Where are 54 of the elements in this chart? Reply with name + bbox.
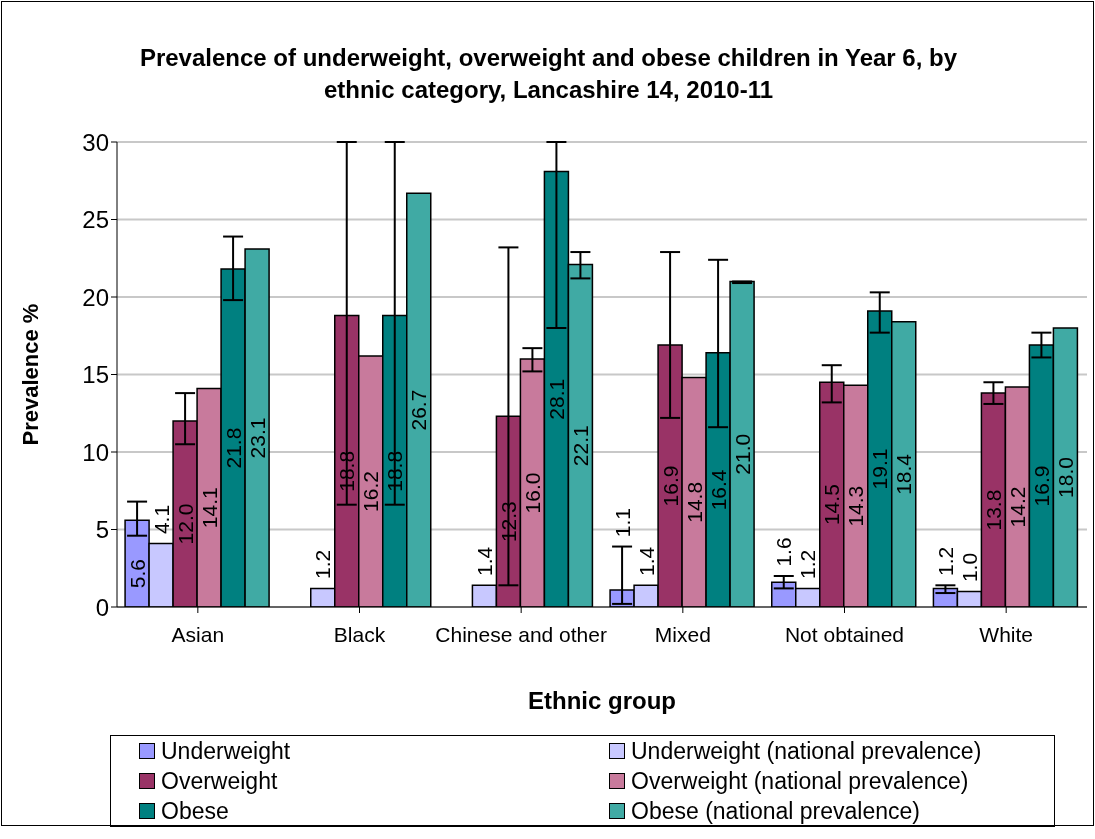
data-label: 1.1 xyxy=(610,507,634,538)
data-label: 14.1 xyxy=(197,487,221,529)
x-axis-title: Ethnic group xyxy=(528,687,676,714)
y-tick-label: 5 xyxy=(95,516,109,544)
data-label: 5.6 xyxy=(125,559,149,589)
data-label: 14.3 xyxy=(844,485,868,527)
y-tick-label: 30 xyxy=(82,128,109,156)
data-label: 1.6 xyxy=(772,537,796,567)
legend-label: Obese xyxy=(161,797,229,825)
legend-label: Underweight xyxy=(161,737,291,765)
data-label: 1.2 xyxy=(796,549,820,579)
data-label: 1.2 xyxy=(311,549,335,579)
data-label: 23.1 xyxy=(245,417,269,459)
data-label: 12.3 xyxy=(496,501,520,543)
data-label: 18.0 xyxy=(1053,457,1077,498)
data-label: 16.9 xyxy=(1029,465,1053,507)
legend-label: Underweight (national prevalence) xyxy=(631,737,982,765)
y-tick-label: 15 xyxy=(82,361,109,389)
data-label: 16.4 xyxy=(706,469,730,511)
data-label: 1.4 xyxy=(634,546,658,576)
data-label: 28.1 xyxy=(544,378,568,420)
data-label: 13.8 xyxy=(981,489,1005,531)
legend-label: Obese (national prevalence) xyxy=(631,797,920,825)
x-tick-label: Asian xyxy=(171,622,225,646)
data-label: 1.0 xyxy=(957,552,981,583)
data-label: 16.0 xyxy=(520,472,544,514)
x-tick-label: White xyxy=(979,622,1034,646)
data-label: 12.0 xyxy=(173,503,197,545)
data-label: 1.4 xyxy=(472,546,496,576)
data-label: 22.1 xyxy=(568,425,592,467)
y-axis-title: Prevalence % xyxy=(17,303,43,446)
data-label: 16.2 xyxy=(359,471,383,512)
x-tick-label: Mixed xyxy=(654,622,711,646)
x-tick-label: Not obtained xyxy=(784,622,905,646)
data-label: 19.1 xyxy=(868,448,892,490)
y-tick-label: 0 xyxy=(95,593,109,621)
y-tick-label: 25 xyxy=(82,206,109,234)
legend-label: Overweight xyxy=(161,767,278,795)
chart-title: Prevalence of underweight, overweight and obese children in Year 6, by ethnic category, Lancashire 14, 2010-11 xyxy=(138,43,959,105)
x-tick-label: Chinese and other xyxy=(435,622,607,646)
legend-label: Overweight (national prevalence) xyxy=(631,767,969,795)
data-label: 18.4 xyxy=(892,453,916,495)
y-tick-label: 20 xyxy=(82,283,109,311)
data-label: 1.2 xyxy=(933,546,957,576)
data-label: 14.2 xyxy=(1005,486,1029,528)
data-label: 4.1 xyxy=(149,504,173,535)
data-label: 14.8 xyxy=(682,481,706,523)
data-label: 16.9 xyxy=(658,465,682,507)
x-tick-label: Black xyxy=(333,622,386,646)
data-label: 21.0 xyxy=(730,433,754,475)
data-label: 26.7 xyxy=(407,389,431,431)
data-label: 21.8 xyxy=(221,427,245,469)
y-tick-label: 10 xyxy=(82,438,109,466)
data-label: 14.5 xyxy=(820,484,844,526)
